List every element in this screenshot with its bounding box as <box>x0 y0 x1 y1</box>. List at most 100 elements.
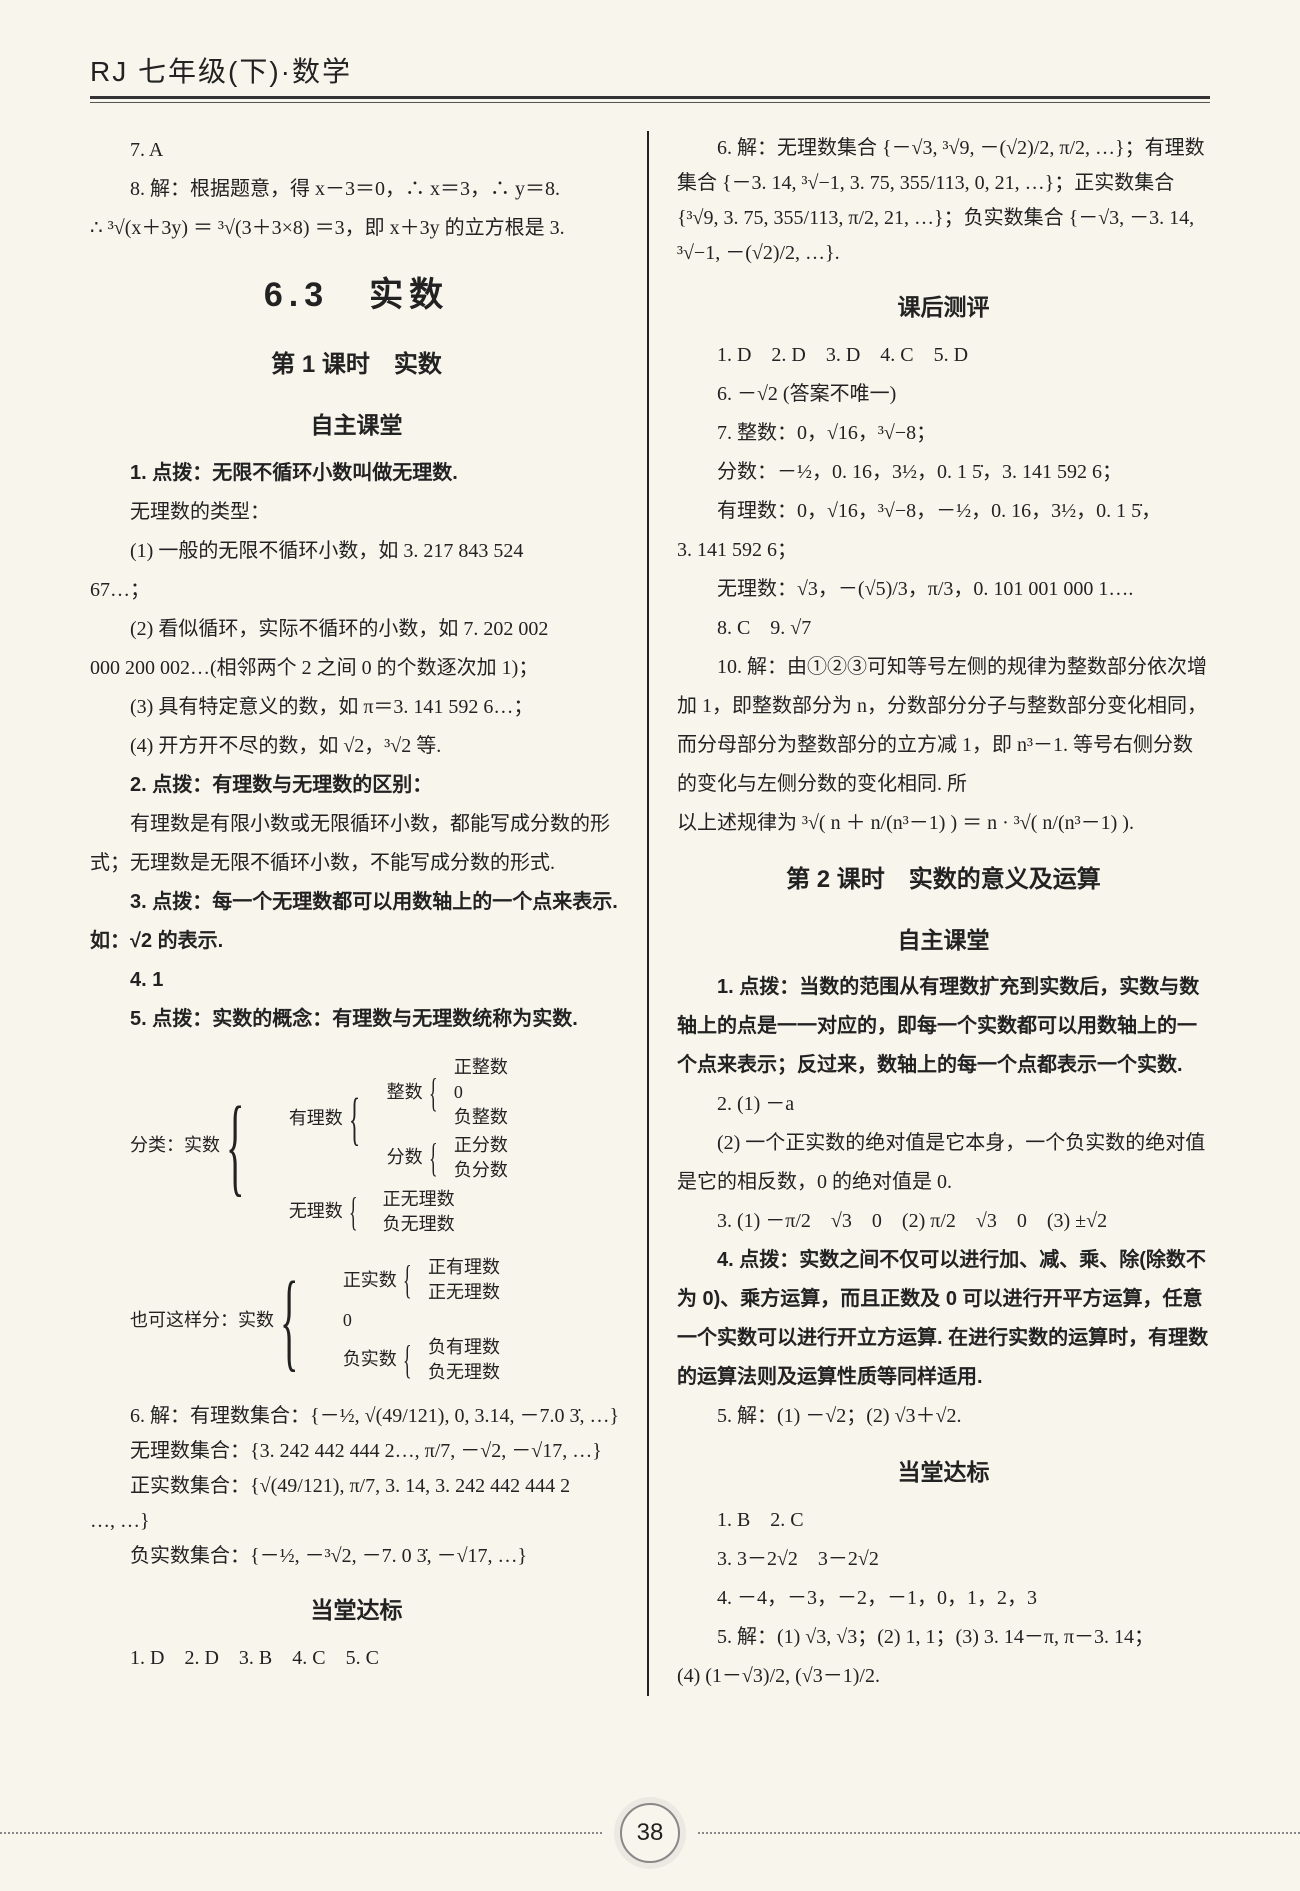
l2-item-4-dianbo: 4. 点拨：实数之间不仅可以进行加、减、乘、除(除数不为 0)、乘方运算，而且正… <box>677 1241 1210 1397</box>
r-item-6-l2: 集合 {－3. 14, ³√−1, 3. 75, 355/113, 0, 21,… <box>677 166 1210 201</box>
type-3: (3) 具有特定意义的数，如 π＝3. 141 592 6…； <box>90 688 623 727</box>
item-5-dianbo: 5. 点拨：实数的概念：有理数与无理数统称为实数. <box>90 1000 623 1039</box>
tree1-neg-irr: 负无理数 <box>383 1212 512 1237</box>
tree1-integer: 整数 <box>385 1055 425 1131</box>
brace-icon: { <box>349 1099 360 1140</box>
answer-7: 7. A <box>90 131 623 170</box>
section-6-3-title: 6.3 实数 <box>90 262 623 328</box>
footer-dots-left <box>0 1832 602 1834</box>
l2-item-2-1: 2. (1) －a <box>677 1085 1210 1124</box>
two-column-layout: 7. A 8. 解：根据题意，得 x－3＝0，∴ x＝3，∴ y＝8. ∴ ³√… <box>90 131 1210 1696</box>
text: 1. 点拨：无限不循环小数叫做无理数. <box>130 462 458 484</box>
tree2-pos-irrational: 正无理数 <box>428 1280 500 1305</box>
item-2-body: 有理数是有限小数或无限循环小数，都能写成分数的形式；无理数是无限不循环小数，不能… <box>90 805 623 883</box>
tree1-neg-frac: 负分数 <box>454 1158 508 1183</box>
zizhu-ketang-heading: 自主课堂 <box>90 403 623 448</box>
tree1-zero: 0 <box>454 1080 508 1105</box>
answer-8-line2: ∴ ³√(x＋3y) ＝ ³√(3＋3×8) ＝3，即 x＋3y 的立方根是 3… <box>90 209 623 248</box>
tree2-neg-irrational: 负无理数 <box>428 1360 500 1385</box>
running-header: RJ 七年级(下)·数学 <box>90 50 1210 90</box>
footer-dots-right <box>698 1832 1300 1834</box>
answer-8-line1: 8. 解：根据题意，得 x－3＝0，∴ x＝3，∴ y＝8. <box>90 170 623 209</box>
page-number-badge: 38 <box>620 1803 680 1863</box>
brace-icon: { <box>226 1107 244 1184</box>
tree2-neg-real: 负实数 <box>341 1335 399 1385</box>
l2-item-1-dianbo: 1. 点拨：当数的范围从有理数扩充到实数后，实数与数轴上的点是一一对应的，即每一… <box>677 968 1210 1085</box>
kehou-10-body: 10. 解：由①②③可知等号左侧的规律为整数部分依次增加 1，即整数部分为 n，… <box>677 648 1210 804</box>
tree1-root: 分类：实数 <box>128 1051 222 1239</box>
type-1-line1: (1) 一般的无限不循环小数，如 3. 217 843 524 <box>90 532 623 571</box>
lesson-2-title: 第 2 课时 实数的意义及运算 <box>677 857 1210 904</box>
zizhu-ketang-heading-2: 自主课堂 <box>677 918 1210 963</box>
tree1-pos-frac: 正分数 <box>454 1133 508 1158</box>
item-6-neg-real-set: 负实数集合：{－½, －³√2, －7. 0 3̇, －√17, …} <box>90 1539 623 1574</box>
r-item-6-l4: ³√−1, －(√2)/2, …}. <box>677 236 1210 271</box>
brace-icon: { <box>429 1142 438 1174</box>
item-3-dianbo: 3. 点拨：每一个无理数都可以用数轴上的一个点来表示. 如：√2 的表示. <box>90 883 623 961</box>
dangtang-dabiao-heading-2: 当堂达标 <box>677 1450 1210 1495</box>
kehou-7-rationals-l2: 3. 141 592 6； <box>677 531 1210 570</box>
l2-item-5: 5. 解：(1) －√2；(2) √3＋√2. <box>677 1397 1210 1436</box>
item-2-dianbo: 2. 点拨：有理数与无理数的区别： <box>90 766 623 805</box>
tree1-pos-int: 正整数 <box>454 1055 508 1080</box>
tree2-pos-rational: 正有理数 <box>428 1255 500 1280</box>
type-2-line2: 000 200 002…(相邻两个 2 之间 0 的个数逐次加 1)； <box>90 649 623 688</box>
page: RJ 七年级(下)·数学 7. A 8. 解：根据题意，得 x－3＝0，∴ x＝… <box>0 0 1300 1891</box>
lesson-1-title: 第 1 课时 实数 <box>90 342 623 389</box>
kehou-7-integers: 7. 整数：0，√16，³√−8； <box>677 414 1210 453</box>
kehou-7-fractions: 分数：－½，0. 16，3½，0. 1 5̇，3. 141 592 6； <box>677 453 1210 492</box>
dt2-row-4: 4. －4，－3，－2，－1，0，1，2，3 <box>677 1579 1210 1618</box>
brace-icon: { <box>403 1264 412 1296</box>
kehou-row-1-5: 1. D 2. D 3. D 4. C 5. D <box>677 336 1210 375</box>
header-rule-thick <box>90 96 1210 99</box>
l2-item-3: 3. (1) －π/2 √3 0 (2) π/2 √3 0 (3) ±√2 <box>677 1202 1210 1241</box>
tree1-irrational: 无理数 <box>287 1187 345 1237</box>
tree1-fraction: 分数 <box>385 1133 425 1183</box>
text: 3. 点拨：每一个无理数都可以用数轴上的一个点来表示. 如：√2 的表示. <box>90 891 618 952</box>
tree1-rational: 有理数 <box>287 1053 345 1185</box>
kehou-8-9: 8. C 9. √7 <box>677 609 1210 648</box>
type-1-line2: 67…； <box>90 571 623 610</box>
tree1-pos-irr: 正无理数 <box>383 1187 512 1212</box>
item-6-pos-real-set-l2: …, …} <box>90 1504 623 1539</box>
tree2-root: 也可这样分：实数 <box>128 1253 276 1387</box>
left-column: 7. A 8. 解：根据题意，得 x－3＝0，∴ x＝3，∴ y＝8. ∴ ³√… <box>90 131 647 1696</box>
page-footer: 38 <box>0 1803 1300 1863</box>
kehou-7-irrationals: 无理数：√3，－(√5)/3，π/3，0. 101 001 000 1…. <box>677 570 1210 609</box>
right-column: 6. 解：无理数集合 {－√3, ³√9, －(√2)/2, π/2, …}；有… <box>649 131 1210 1696</box>
header-rule-thin <box>90 102 1210 103</box>
brace-icon: { <box>349 1196 358 1228</box>
tree2-pos-real: 正实数 <box>341 1255 399 1305</box>
tree2-zero: 0 <box>341 1308 399 1333</box>
kehou-7-rationals-l1: 有理数：0，√16，³√−8，－½，0. 16，3½，0. 1 5̇， <box>677 492 1210 531</box>
wulishu-types-intro: 无理数的类型： <box>90 493 623 532</box>
kehou-10-formula: 以上述规律为 ³√( n ＋ n/(n³－1) ) ＝ n · ³√( n/(n… <box>677 804 1210 843</box>
classification-tree-2: 也可这样分：实数 { 正实数 { 正有理数 正无理数 <box>126 1251 508 1389</box>
text: 4. 1 <box>130 969 163 991</box>
r-item-6-l1: 6. 解：无理数集合 {－√3, ³√9, －(√2)/2, π/2, …}；有… <box>677 131 1210 166</box>
l2-item-2-2: (2) 一个正实数的绝对值是它本身，一个负实数的绝对值是它的相反数，0 的绝对值… <box>677 1124 1210 1202</box>
type-2-line1: (2) 看似循环，实际不循环的小数，如 7. 202 002 <box>90 610 623 649</box>
text: 1. 点拨：当数的范围从有理数扩充到实数后，实数与数轴上的点是一一对应的，即每一… <box>677 976 1199 1076</box>
brace-icon: { <box>280 1282 298 1359</box>
dt2-row-3: 3. 3－2√2 3－2√2 <box>677 1540 1210 1579</box>
kehou-ceping-heading: 课后测评 <box>677 285 1210 330</box>
brace-icon: { <box>403 1344 412 1376</box>
text: 2. 点拨：有理数与无理数的区别： <box>130 774 432 796</box>
dt2-row-1-2: 1. B 2. C <box>677 1501 1210 1540</box>
item-4: 4. 1 <box>90 961 623 1000</box>
item-6-pos-real-set-l1: 正实数集合：{√(49/121), π/7, 3. 14, 3. 242 442… <box>90 1469 623 1504</box>
tree2-neg-rational: 负有理数 <box>428 1335 500 1360</box>
brace-icon: { <box>429 1077 438 1109</box>
kehou-6: 6. －√2 (答案不唯一) <box>677 375 1210 414</box>
text: 4. 点拨：实数之间不仅可以进行加、减、乘、除(除数不为 0)、乘方运算，而且正… <box>677 1249 1208 1388</box>
dt2-row-5b: (4) (1－√3)/2, (√3－1)/2. <box>677 1657 1210 1696</box>
dangtang-answers-row: 1. D 2. D 3. B 4. C 5. C <box>90 1639 623 1678</box>
r-item-6-l3: {³√9, 3. 75, 355/113, π/2, 21, …}；负实数集合 … <box>677 201 1210 236</box>
dangtang-dabiao-heading: 当堂达标 <box>90 1588 623 1633</box>
classification-tree-1: 分类：实数 { 有理数 { 整数 { <box>126 1049 520 1241</box>
type-4: (4) 开方开不尽的数，如 √2，³√2 等. <box>90 727 623 766</box>
item-6-rational-set: 6. 解：有理数集合：{－½, √(49/121), 0, 3.14, －7.0… <box>90 1399 623 1434</box>
item-1-dianbo: 1. 点拨：无限不循环小数叫做无理数. <box>90 454 623 493</box>
tree1-neg-int: 负整数 <box>454 1105 508 1130</box>
